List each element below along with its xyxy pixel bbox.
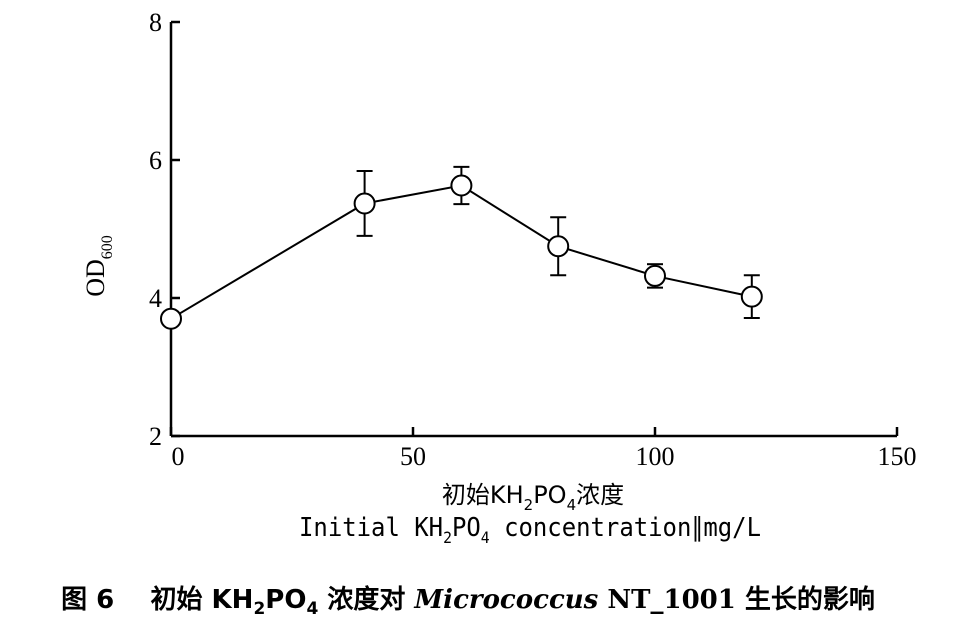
x-axis-title-cn: 初始KH2PO4浓度 [442, 481, 624, 514]
x-axis-title-en-sub1: 2 [443, 528, 452, 547]
x-axis-title-cn-sub2: 4 [567, 496, 577, 514]
caption-post1: 浓度对 [318, 584, 414, 615]
x-tick-label: 0 [172, 442, 185, 471]
x-axis-title-cn-post: 浓度 [576, 481, 624, 509]
x-tick-label: 100 [636, 442, 675, 471]
x-axis-title-cn-mid: PO [533, 481, 566, 509]
data-point [740, 285, 763, 308]
data-point [547, 235, 570, 258]
x-axis-title-en-sub2: 4 [481, 528, 490, 547]
y-axis-title-sub: 600 [99, 235, 116, 259]
caption-label: 图 6 [61, 585, 114, 615]
x-axis-title-en-post: concentration∥mg/L [490, 513, 761, 543]
caption-gap [114, 585, 150, 615]
caption-post2: 生长的影响 [736, 584, 875, 615]
data-point [353, 192, 376, 215]
markers [160, 174, 763, 330]
series-line [170, 184, 753, 320]
caption-strain: NT_1001 [598, 585, 736, 615]
x-tick-label: 150 [878, 442, 917, 471]
caption-pre: 初始 KH [150, 585, 253, 615]
x-tick-label: 50 [400, 442, 426, 471]
x-axis-title-en-mid: PO [452, 513, 481, 543]
data-point [644, 264, 666, 287]
x-axis-title-en: Initial KH2PO4 concentration∥mg/L [299, 513, 761, 547]
caption-sub2: 4 [306, 599, 318, 619]
x-axis-title-en-pre: Initial KH [299, 513, 443, 543]
x-ticks: 0 50 100 150 [169, 427, 917, 471]
y-ticks: 2 4 6 8 [149, 8, 180, 451]
y-tick-label: 6 [149, 146, 162, 175]
x-axis-title-cn-sub1: 2 [524, 496, 534, 514]
data-point [450, 174, 473, 197]
caption-italic: Micrococcus [413, 585, 598, 615]
y-tick-label: 8 [149, 8, 162, 37]
y-axis-title-main: OD [81, 259, 110, 297]
x-axis-title-cn-pre: 初始KH [442, 481, 524, 509]
y-tick-label: 4 [149, 284, 162, 313]
caption-sub1: 2 [253, 599, 265, 619]
data-point [160, 307, 182, 330]
figure-caption: 图 6 初始 KH2PO4 浓度对 Micrococcus NT_1001 生长… [61, 584, 875, 619]
y-tick-label: 2 [149, 422, 162, 451]
y-axis-title: OD600 [81, 235, 116, 297]
caption-mid: PO [265, 585, 306, 615]
